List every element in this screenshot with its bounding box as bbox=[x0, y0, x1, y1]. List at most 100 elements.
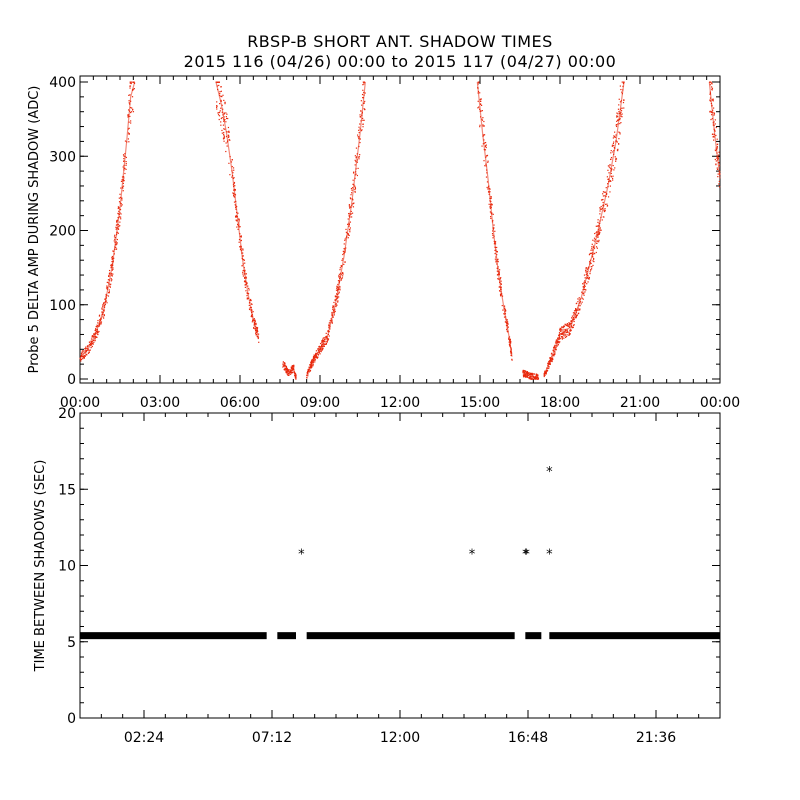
shadow-amp-point bbox=[118, 197, 120, 199]
shadow-amp-point bbox=[244, 270, 246, 273]
shadow-amp-point bbox=[618, 131, 620, 133]
shadow-amp-point bbox=[216, 106, 218, 108]
shadow-amp-point bbox=[255, 333, 258, 336]
shadow-amp-point bbox=[620, 88, 622, 91]
shadow-amp-point bbox=[119, 221, 121, 223]
shadow-amp-point bbox=[363, 119, 365, 121]
shadow-amp-point bbox=[500, 294, 502, 296]
shadow-amp-point bbox=[602, 198, 604, 201]
shadow-amp-point bbox=[324, 336, 327, 338]
shadow-amp-point bbox=[535, 374, 538, 377]
shadow-amp-point bbox=[341, 259, 343, 261]
shadow-amp-point bbox=[335, 305, 337, 307]
shadow-amp-point bbox=[618, 143, 620, 145]
shadow-amp-point bbox=[218, 81, 221, 83]
shadow-amp-point bbox=[122, 154, 125, 156]
shadow-amp-point bbox=[331, 311, 333, 314]
shadow-amp-point bbox=[314, 359, 316, 361]
shadow-amp-point bbox=[589, 272, 591, 275]
shadow-amp-point bbox=[718, 186, 721, 188]
shadow-amp-point bbox=[88, 349, 90, 351]
shadow-amp-point bbox=[252, 318, 254, 320]
shadow-amp-point bbox=[713, 107, 715, 109]
shadow-amp-point bbox=[716, 168, 719, 171]
shadow-amp-point bbox=[80, 355, 83, 357]
shadow-amp-point bbox=[361, 115, 363, 117]
shadow-amp-point bbox=[576, 314, 578, 316]
shadow-amp-point bbox=[102, 305, 104, 307]
shadow-amp-point bbox=[496, 274, 499, 276]
shadow-amp-point bbox=[611, 168, 613, 170]
shadow-amp-point bbox=[544, 371, 547, 373]
shadow-amp-point bbox=[562, 336, 564, 338]
shadow-amp-point bbox=[102, 306, 104, 308]
shadow-amp-point bbox=[80, 358, 82, 360]
shadow-amp-point bbox=[88, 350, 90, 352]
shadow-amp-point bbox=[337, 296, 339, 298]
shadow-amp-point bbox=[594, 253, 596, 255]
shadow-amp-point bbox=[349, 227, 351, 229]
shadow-amp-point bbox=[128, 133, 130, 135]
shadow-amp-point bbox=[496, 270, 498, 272]
shadow-amp-point bbox=[125, 156, 127, 159]
shadow-amp-point bbox=[523, 375, 525, 377]
shadow-amp-point bbox=[343, 248, 345, 250]
shadow-amp-point bbox=[96, 324, 98, 326]
shadow-amp-point bbox=[552, 350, 554, 352]
shadow-amp-point bbox=[566, 329, 568, 332]
shadow-amp-point bbox=[117, 206, 119, 208]
shadow-amp-point bbox=[597, 234, 599, 236]
shadow-amp-point bbox=[497, 278, 499, 280]
shadow-amp-point bbox=[309, 364, 311, 366]
shadow-amp-point bbox=[709, 92, 711, 95]
x-tick-label: 16:48 bbox=[508, 730, 548, 746]
shadow-amp-point bbox=[227, 117, 229, 120]
shadow-amp-point bbox=[599, 207, 601, 209]
shadow-amp-point bbox=[236, 216, 239, 218]
shadow-amp-point bbox=[295, 374, 297, 377]
shadow-amp-point bbox=[710, 102, 712, 105]
shadow-amp-point bbox=[571, 317, 573, 319]
shadow-amp-point bbox=[714, 129, 716, 131]
shadow-amp-point bbox=[615, 125, 618, 128]
shadow-amp-point bbox=[494, 242, 496, 244]
shadow-amp-point bbox=[583, 294, 585, 296]
shadow-amp-point bbox=[127, 109, 130, 111]
shadow-amp-point bbox=[295, 373, 297, 375]
shadow-amp-point bbox=[347, 233, 349, 235]
shadow-amp-point bbox=[319, 348, 321, 350]
shadow-amp-point bbox=[506, 319, 508, 321]
shadow-amp-point bbox=[571, 320, 573, 322]
shadow-amp-point bbox=[342, 258, 344, 260]
shadow-amp-point bbox=[529, 373, 532, 375]
shadow-amp-point bbox=[244, 272, 246, 275]
shadow-amp-point bbox=[331, 319, 333, 321]
shadow-amp-point bbox=[486, 186, 488, 189]
shadow-amp-point bbox=[311, 362, 313, 364]
shadow-amp-point bbox=[484, 145, 487, 147]
shadow-amp-point bbox=[251, 314, 253, 316]
chart-title: RBSP-B SHORT ANT. SHADOW TIMES bbox=[247, 32, 553, 51]
shadow-amp-point bbox=[239, 233, 241, 235]
shadow-amp-point bbox=[335, 298, 337, 300]
shadow-amp-point bbox=[581, 291, 583, 293]
shadow-amp-point bbox=[605, 195, 607, 197]
shadow-amp-point bbox=[363, 102, 365, 104]
shadow-amp-point bbox=[587, 275, 589, 277]
shadow-amp-point bbox=[588, 277, 590, 279]
shadow-amp-point bbox=[350, 213, 352, 215]
shadow-amp-point bbox=[127, 132, 130, 134]
shadow-amp-point bbox=[354, 191, 356, 193]
shadow-amp-point bbox=[360, 120, 362, 122]
shadow-amp-point bbox=[623, 99, 625, 101]
shadow-amp-point bbox=[499, 281, 501, 283]
shadow-amp-point bbox=[501, 304, 503, 307]
shadow-amp-point bbox=[295, 378, 297, 380]
shadow-amp-point bbox=[308, 371, 310, 373]
shadow-amp-point bbox=[233, 189, 235, 191]
shadow-amp-point bbox=[342, 253, 344, 256]
shadow-amp-point bbox=[577, 307, 579, 309]
shadow-amp-point bbox=[617, 123, 619, 125]
shadow-amp-point bbox=[82, 355, 85, 357]
shadow-amp-point bbox=[236, 219, 238, 221]
